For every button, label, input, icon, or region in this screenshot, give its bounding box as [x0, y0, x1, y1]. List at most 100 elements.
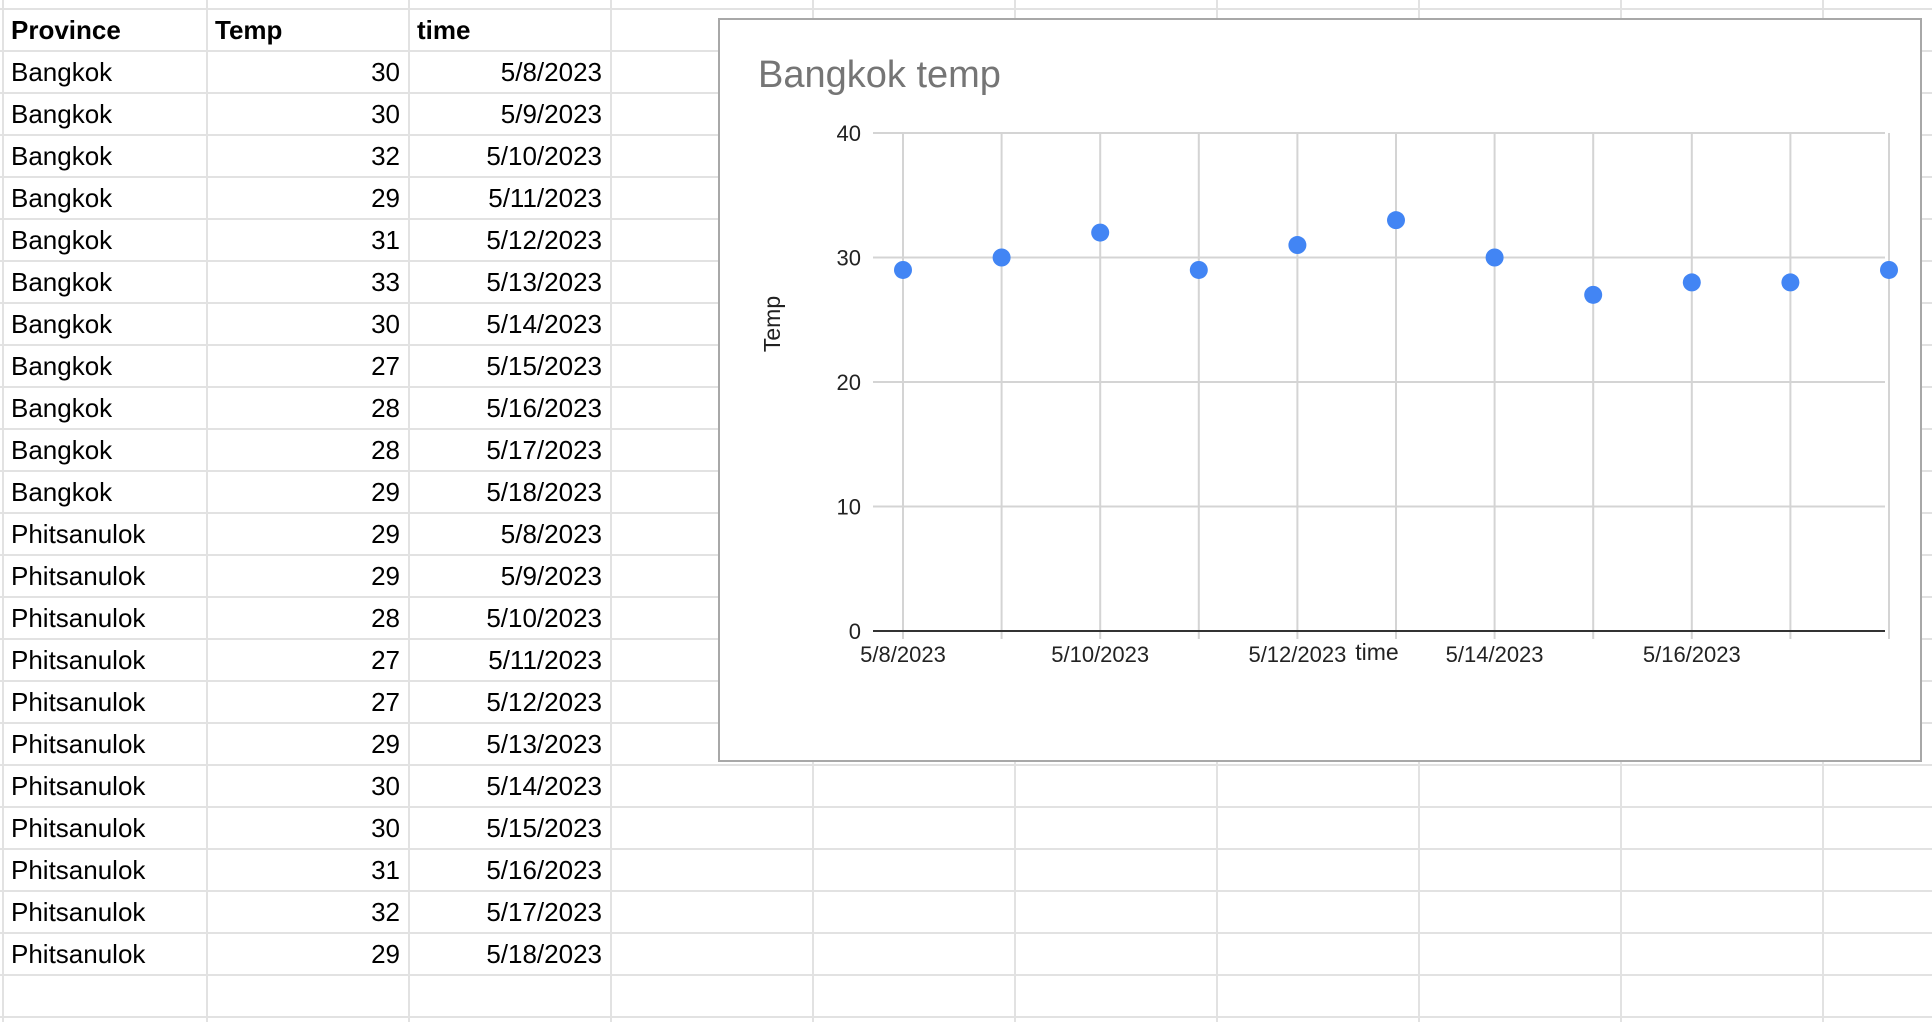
temp-cell[interactable]: 30	[371, 309, 400, 339]
temp-cell[interactable]: 28	[371, 393, 400, 423]
temp-cell[interactable]: 31	[371, 225, 400, 255]
province-cell[interactable]: Bangkok	[11, 57, 113, 87]
time-cell[interactable]: 5/14/2023	[486, 771, 602, 801]
time-cell[interactable]: 5/16/2023	[486, 855, 602, 885]
temp-cell[interactable]: 27	[371, 645, 400, 675]
temp-cell[interactable]: 33	[371, 267, 400, 297]
temp-cell[interactable]: 32	[371, 141, 400, 171]
province-cell[interactable]: Bangkok	[11, 309, 113, 339]
province-cell[interactable]: Phitsanulok	[11, 603, 146, 633]
y-tick-label: 40	[837, 121, 861, 146]
province-cell[interactable]: Phitsanulok	[11, 813, 146, 843]
temp-cell[interactable]: 29	[371, 939, 400, 969]
temp-cell[interactable]: 30	[371, 813, 400, 843]
temp-cell[interactable]: 32	[371, 897, 400, 927]
temp-cell[interactable]: 27	[371, 351, 400, 381]
y-tick-label: 20	[837, 370, 861, 395]
time-cell[interactable]: 5/11/2023	[488, 183, 602, 213]
time-cell[interactable]: 5/18/2023	[486, 939, 602, 969]
data-point	[1880, 260, 1898, 279]
province-cell[interactable]: Phitsanulok	[11, 939, 146, 969]
vertical-gridlines	[902, 133, 1890, 639]
grid-column-line	[2, 0, 4, 1022]
province-cell[interactable]: Phitsanulok	[11, 897, 146, 927]
time-cell[interactable]: 5/15/2023	[486, 813, 602, 843]
province-cell[interactable]: Bangkok	[11, 435, 113, 465]
time-cell[interactable]: 5/14/2023	[486, 309, 602, 339]
x-axis-ticks: 5/8/2023 5/10/2023 5/12/2023 5/14/2023 5/16/…	[860, 642, 1741, 667]
x-tick-label: 5/12/2023	[1248, 642, 1346, 667]
temp-cell[interactable]: 29	[371, 519, 400, 549]
time-cell[interactable]: 5/9/2023	[500, 561, 602, 591]
column-header-cell[interactable]: Temp	[215, 15, 283, 45]
time-cell[interactable]: 5/13/2023	[486, 267, 602, 297]
province-cell[interactable]: Phitsanulok	[11, 519, 146, 549]
grid-column-line	[408, 0, 410, 1022]
time-cell[interactable]: 5/16/2023	[486, 393, 602, 423]
province-cell[interactable]: Phitsanulok	[11, 771, 146, 801]
x-tick-label: 5/16/2023	[1643, 642, 1741, 667]
temp-cell[interactable]: 29	[371, 477, 400, 507]
x-tick-label: 5/10/2023	[1051, 642, 1149, 667]
province-cell[interactable]: Phitsanulok	[11, 645, 146, 675]
time-cell[interactable]: 5/9/2023	[500, 99, 602, 129]
time-cell[interactable]: 5/8/2023	[500, 57, 602, 87]
time-cell[interactable]: 5/18/2023	[486, 477, 602, 507]
temp-cell[interactable]: 29	[371, 183, 400, 213]
province-cell[interactable]: Phitsanulok	[11, 687, 146, 717]
data-point	[1584, 285, 1603, 304]
y-tick-label: 10	[837, 495, 861, 520]
grid-row-line	[0, 932, 1932, 934]
y-axis-ticks: 0 10 20 30 40	[837, 121, 861, 644]
grid-row-line	[0, 806, 1932, 808]
province-cell[interactable]: Bangkok	[11, 225, 113, 255]
temp-cell[interactable]: 28	[371, 603, 400, 633]
time-cell[interactable]: 5/10/2023	[486, 603, 602, 633]
province-cell[interactable]: Phitsanulok	[11, 561, 146, 591]
time-cell[interactable]: 5/12/2023	[486, 687, 602, 717]
horizontal-gridlines	[873, 132, 1885, 632]
data-point	[1387, 211, 1405, 230]
x-tick-label: 5/14/2023	[1446, 642, 1544, 667]
data-point	[1485, 248, 1504, 267]
data-point	[1091, 223, 1110, 242]
time-cell[interactable]: 5/17/2023	[486, 897, 602, 927]
province-cell[interactable]: Bangkok	[11, 393, 113, 423]
temp-cell[interactable]: 30	[371, 57, 400, 87]
province-cell[interactable]: Bangkok	[11, 477, 113, 507]
temp-cell[interactable]: 31	[371, 855, 400, 885]
temp-cell[interactable]: 30	[371, 771, 400, 801]
data-point	[894, 260, 912, 279]
time-cell[interactable]: 5/13/2023	[486, 729, 602, 759]
time-cell[interactable]: 5/10/2023	[486, 141, 602, 171]
province-cell[interactable]: Phitsanulok	[11, 729, 146, 759]
temp-cell[interactable]: 29	[371, 729, 400, 759]
province-cell[interactable]: Bangkok	[11, 99, 113, 129]
grid-row-line	[0, 8, 1932, 10]
time-cell[interactable]: 5/12/2023	[486, 225, 602, 255]
y-tick-label: 0	[849, 619, 861, 644]
data-point	[1288, 236, 1307, 255]
time-cell[interactable]: 5/8/2023	[500, 519, 602, 549]
grid-row-line	[0, 890, 1932, 892]
column-header-cell[interactable]: time	[417, 15, 471, 45]
column-header-cell[interactable]: Province	[11, 15, 121, 45]
province-cell[interactable]: Bangkok	[11, 183, 113, 213]
temp-cell[interactable]: 28	[371, 435, 400, 465]
grid-column-line	[206, 0, 208, 1022]
temp-cell[interactable]: 29	[371, 561, 400, 591]
province-cell[interactable]: Bangkok	[11, 141, 113, 171]
grid-row-line	[0, 974, 1932, 976]
y-tick-label: 30	[837, 246, 861, 271]
time-cell[interactable]: 5/17/2023	[486, 435, 602, 465]
time-cell[interactable]: 5/11/2023	[488, 645, 602, 675]
temp-cell[interactable]: 27	[371, 687, 400, 717]
time-cell[interactable]: 5/15/2023	[486, 351, 602, 381]
temp-cell[interactable]: 30	[371, 99, 400, 129]
province-cell[interactable]: Phitsanulok	[11, 855, 146, 885]
scatter-chart[interactable]: Bangkok temp 0 10 20 30 40 5/8/2023 5/10/2023…	[718, 18, 1922, 762]
province-cell[interactable]: Bangkok	[11, 351, 113, 381]
data-point	[1682, 273, 1701, 292]
province-cell[interactable]: Bangkok	[11, 267, 113, 297]
grid-row-line	[0, 848, 1932, 850]
